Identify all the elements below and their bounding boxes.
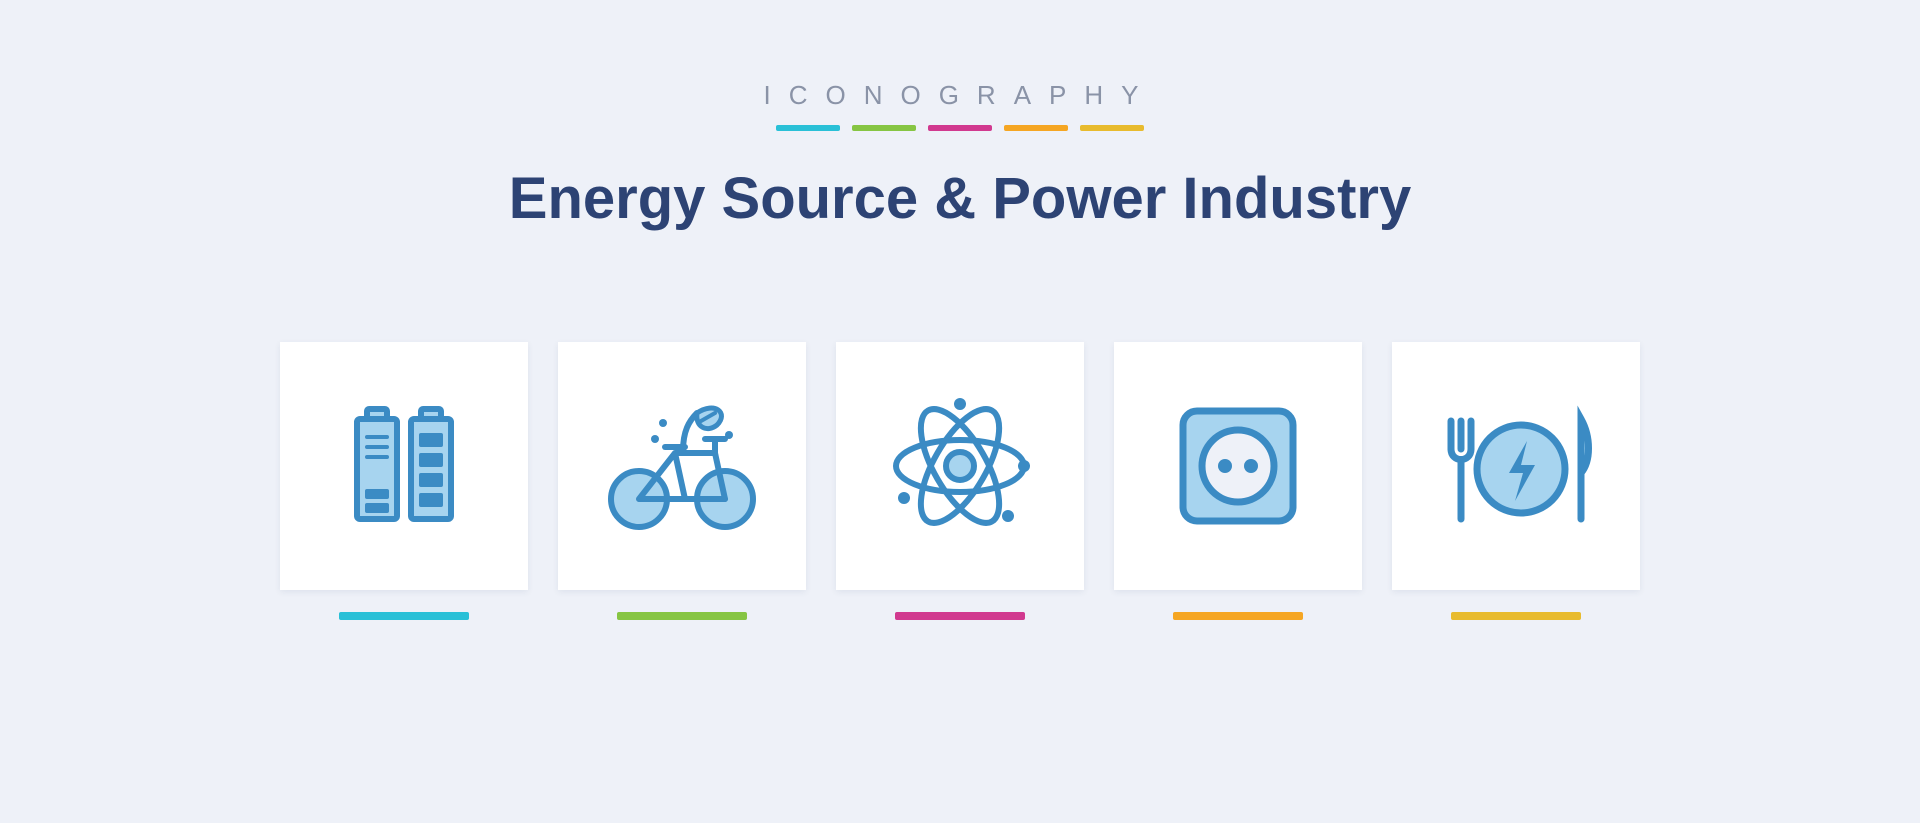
card bbox=[1114, 342, 1362, 590]
tile-underline bbox=[617, 612, 747, 620]
power-meal-icon bbox=[1431, 391, 1601, 541]
brand-label: ICONOGRAPHY bbox=[763, 80, 1156, 111]
brand-underline bbox=[1080, 125, 1144, 131]
tile-underline bbox=[339, 612, 469, 620]
atom-icon bbox=[880, 386, 1040, 546]
tile-underline bbox=[1173, 612, 1303, 620]
card bbox=[280, 342, 528, 590]
brand-underline-row bbox=[776, 125, 1144, 131]
bicycle-eco-icon bbox=[597, 391, 767, 541]
tile-power-meal bbox=[1392, 342, 1640, 620]
card bbox=[1392, 342, 1640, 590]
brand-underline bbox=[852, 125, 916, 131]
card bbox=[836, 342, 1084, 590]
battery-icon bbox=[329, 391, 479, 541]
tile-socket bbox=[1114, 342, 1362, 620]
tile-underline bbox=[895, 612, 1025, 620]
tile-underline bbox=[1451, 612, 1581, 620]
socket-icon bbox=[1163, 391, 1313, 541]
brand-underline bbox=[928, 125, 992, 131]
page-title: Energy Source & Power Industry bbox=[509, 165, 1411, 232]
brand-underline bbox=[1004, 125, 1068, 131]
tile-battery bbox=[280, 342, 528, 620]
tile-atom bbox=[836, 342, 1084, 620]
icon-row bbox=[280, 342, 1640, 620]
card bbox=[558, 342, 806, 590]
brand-underline bbox=[776, 125, 840, 131]
tile-bicycle bbox=[558, 342, 806, 620]
